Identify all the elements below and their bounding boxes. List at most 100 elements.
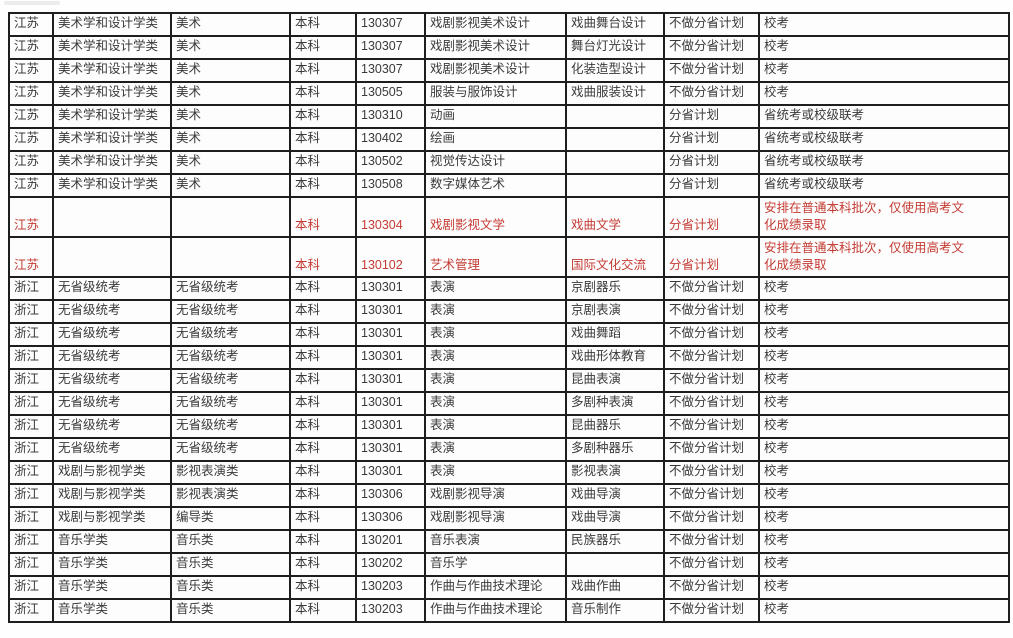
cell-code: 130502 xyxy=(355,150,426,175)
cell-subcategory: 影视表演类 xyxy=(170,483,291,508)
cell-plan: 分省计划 xyxy=(663,173,760,198)
cell-subcategory: 无省级统考 xyxy=(170,322,291,347)
cell-major: 戏剧影视文学 xyxy=(424,196,567,238)
cell-subcategory: 无省级统考 xyxy=(170,391,291,416)
cell-category: 戏剧与影视学类 xyxy=(52,460,172,485)
cell-direction xyxy=(565,127,665,152)
cell-subcategory: 音乐类 xyxy=(170,575,291,600)
cell-plan: 不做分省计划 xyxy=(663,414,760,439)
cell-plan: 不做分省计划 xyxy=(663,598,760,623)
cell-direction: 戏曲舞台设计 xyxy=(565,12,665,37)
cell-category: 无省级统考 xyxy=(52,391,172,416)
cell-subcategory: 无省级统考 xyxy=(170,345,291,370)
cell-direction: 戏曲导演 xyxy=(565,483,665,508)
cell-category: 美术学和设计学类 xyxy=(52,104,172,129)
cell-major: 作曲与作曲技术理论 xyxy=(424,575,567,600)
cell-province: 江苏 xyxy=(8,150,54,175)
cell-province: 浙江 xyxy=(8,276,54,301)
cell-subcategory: 音乐类 xyxy=(170,552,291,577)
table-row: 浙江 无省级统考 无省级统考 本科 130301 表演 昆曲表演 不做分省计划 校考 xyxy=(8,368,1010,393)
cell-level: 本科 xyxy=(289,12,357,37)
table-row: 浙江 戏剧与影视学类 编导类 本科 130306 戏剧影视导演 戏曲导演 不做分省计划 校考 xyxy=(8,506,1010,531)
cell-direction: 舞台灯光设计 xyxy=(565,35,665,60)
cell-remark: 校考 xyxy=(758,552,1010,577)
cell-plan: 不做分省计划 xyxy=(663,81,760,106)
cell-category: 美术学和设计学类 xyxy=(52,35,172,60)
cell-code: 130306 xyxy=(355,483,426,508)
cell-subcategory: 美术 xyxy=(170,12,291,37)
cell-plan: 不做分省计划 xyxy=(663,345,760,370)
cell-remark: 校考 xyxy=(758,506,1010,531)
cell-subcategory: 美术 xyxy=(170,173,291,198)
cell-subcategory: 影视表演类 xyxy=(170,460,291,485)
cell-province: 江苏 xyxy=(8,196,54,238)
cell-subcategory xyxy=(170,236,291,278)
cell-direction: 戏曲导演 xyxy=(565,506,665,531)
cell-direction xyxy=(565,150,665,175)
cell-direction: 影视表演 xyxy=(565,460,665,485)
table-row: 江苏 美术学和设计学类 美术 本科 130402 绘画 分省计划 省统考或校级联考 xyxy=(8,127,1010,152)
cell-subcategory: 美术 xyxy=(170,81,291,106)
table-row: 浙江 无省级统考 无省级统考 本科 130301 表演 戏曲舞蹈 不做分省计划 校考 xyxy=(8,322,1010,347)
cell-category: 无省级统考 xyxy=(52,276,172,301)
cell-subcategory: 音乐类 xyxy=(170,598,291,623)
cell-subcategory: 美术 xyxy=(170,35,291,60)
cell-province: 江苏 xyxy=(8,236,54,278)
cell-province: 浙江 xyxy=(8,345,54,370)
cell-major: 表演 xyxy=(424,299,567,324)
cell-code: 130508 xyxy=(355,173,426,198)
cell-subcategory: 编导类 xyxy=(170,506,291,531)
cropped-row-artifact xyxy=(4,1,60,5)
table-row: 江苏 美术学和设计学类 美术 本科 130310 动画 分省计划 省统考或校级联考 xyxy=(8,104,1010,129)
cell-level: 本科 xyxy=(289,35,357,60)
cell-code: 130505 xyxy=(355,81,426,106)
cell-remark: 校考 xyxy=(758,276,1010,301)
cell-level: 本科 xyxy=(289,236,357,278)
cell-major: 表演 xyxy=(424,437,567,462)
cell-code: 130301 xyxy=(355,460,426,485)
table-row: 浙江 音乐学类 音乐类 本科 130201 音乐表演 民族器乐 不做分省计划 校考 xyxy=(8,529,1010,554)
table-row: 浙江 戏剧与影视学类 影视表演类 本科 130306 戏剧影视导演 戏曲导演 不做分省计划 校考 xyxy=(8,483,1010,508)
cell-code: 130402 xyxy=(355,127,426,152)
cell-code: 130102 xyxy=(355,236,426,278)
cell-remark: 省统考或校级联考 xyxy=(758,150,1010,175)
table-row: 浙江 无省级统考 无省级统考 本科 130301 表演 京剧表演 不做分省计划 校考 xyxy=(8,299,1010,324)
cell-major: 表演 xyxy=(424,460,567,485)
cell-level: 本科 xyxy=(289,391,357,416)
table-row: 浙江 无省级统考 无省级统考 本科 130301 表演 京剧器乐 不做分省计划 校考 xyxy=(8,276,1010,301)
cell-level: 本科 xyxy=(289,81,357,106)
cell-level: 本科 xyxy=(289,483,357,508)
cell-plan: 分省计划 xyxy=(663,236,760,278)
cell-category: 无省级统考 xyxy=(52,299,172,324)
cell-category: 美术学和设计学类 xyxy=(52,173,172,198)
cell-level: 本科 xyxy=(289,58,357,83)
cell-direction: 戏曲舞蹈 xyxy=(565,322,665,347)
cell-major: 绘画 xyxy=(424,127,567,152)
cell-remark: 校考 xyxy=(758,58,1010,83)
cell-code: 130203 xyxy=(355,575,426,600)
cell-plan: 不做分省计划 xyxy=(663,368,760,393)
cell-category xyxy=(52,236,172,278)
cell-category: 无省级统考 xyxy=(52,414,172,439)
cell-direction: 昆曲表演 xyxy=(565,368,665,393)
cell-code: 130301 xyxy=(355,414,426,439)
cell-remark: 安排在普通本科批次，仅使用高考文化成绩录取 xyxy=(758,196,1010,238)
cell-category: 美术学和设计学类 xyxy=(52,81,172,106)
table-row: 江苏 美术学和设计学类 美术 本科 130307 戏剧影视美术设计 化装造型设计 不做分省计划… xyxy=(8,58,1010,83)
cell-code: 130301 xyxy=(355,276,426,301)
cell-plan: 不做分省计划 xyxy=(663,506,760,531)
cell-subcategory: 无省级统考 xyxy=(170,414,291,439)
cell-province: 浙江 xyxy=(8,529,54,554)
cell-category: 美术学和设计学类 xyxy=(52,12,172,37)
cell-province: 浙江 xyxy=(8,391,54,416)
cell-province: 江苏 xyxy=(8,81,54,106)
cell-plan: 不做分省计划 xyxy=(663,529,760,554)
cell-remark: 校考 xyxy=(758,437,1010,462)
cell-province: 江苏 xyxy=(8,12,54,37)
cell-category: 戏剧与影视学类 xyxy=(52,506,172,531)
cell-level: 本科 xyxy=(289,368,357,393)
cell-plan: 分省计划 xyxy=(663,196,760,238)
table-row: 浙江 无省级统考 无省级统考 本科 130301 表演 戏曲形体教育 不做分省计划 校考 xyxy=(8,345,1010,370)
cell-plan: 不做分省计划 xyxy=(663,276,760,301)
